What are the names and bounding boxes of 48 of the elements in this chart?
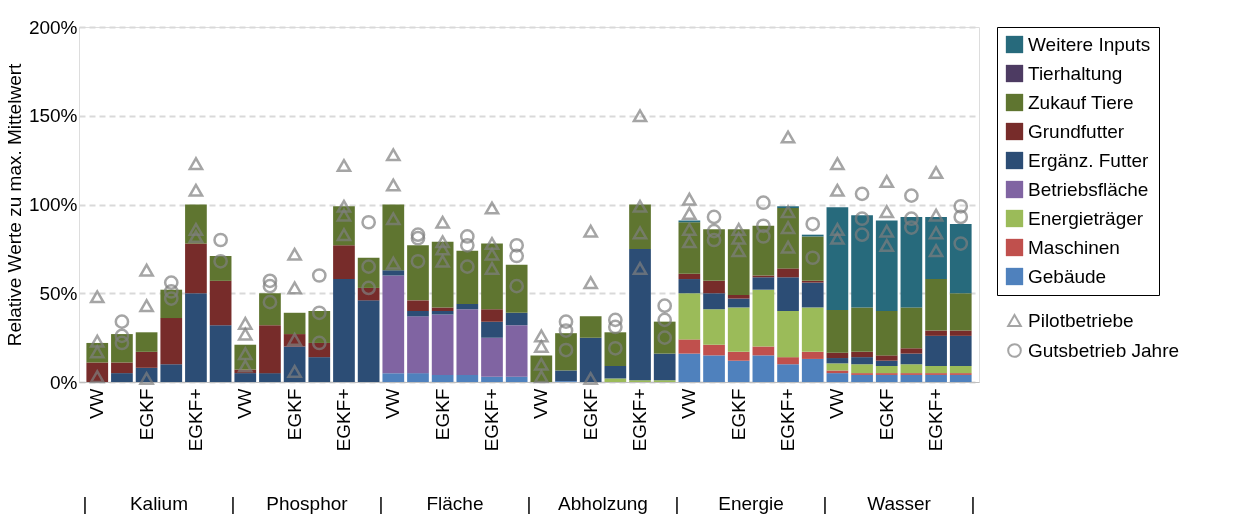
x-tick-label: VW: [382, 388, 404, 420]
y-tick-label: 200%: [28, 16, 78, 38]
x-tick-label: EGKF: [135, 388, 157, 441]
legend-label: Betriebsfläche: [1028, 178, 1149, 200]
legend-label: Maschinen: [1028, 236, 1120, 258]
legend-label: Weitere Inputs: [1028, 33, 1151, 55]
x-tick-label: VW: [530, 388, 552, 420]
x-tick-label: VW: [678, 388, 700, 420]
legend-label: Gebäude: [1028, 265, 1107, 287]
text: |: [674, 493, 680, 514]
text: Abholzung: [558, 493, 648, 514]
x-tick-label: EGKF+: [629, 388, 651, 452]
legend-label: Ergänz. Futter: [1028, 149, 1150, 171]
legend-label: Pilotbetriebe: [1028, 309, 1134, 331]
x-tick-label: EGKF: [431, 388, 453, 441]
x-tick-label: EGKF+: [925, 388, 947, 452]
text: |: [230, 493, 236, 514]
text: Fläche: [426, 493, 484, 514]
text: |: [378, 493, 384, 514]
x-tick-label: VW: [86, 388, 108, 420]
text: Phosphor: [266, 493, 349, 514]
legend-label: Gutsbetrieb Jahre: [1028, 339, 1180, 361]
x-tick-label: EGKF: [579, 388, 601, 441]
legend-label: Tierhaltung: [1028, 62, 1123, 84]
text: Wasser: [867, 493, 932, 514]
x-tick-label: EGKF: [875, 388, 897, 441]
text: |: [822, 493, 828, 514]
text: Kalium: [129, 493, 188, 514]
y-tick-label: 150%: [28, 105, 78, 127]
text: |: [82, 493, 88, 514]
text: |: [970, 493, 976, 514]
x-tick-label: VW: [826, 388, 848, 420]
x-tick-label: EGKF: [283, 388, 305, 441]
text: |: [526, 493, 532, 514]
y-tick-label: 0%: [50, 371, 78, 393]
x-tick-label: EGKF: [727, 388, 749, 441]
y-axis-title: Relative Werte zu max. Mittelwert: [3, 62, 25, 347]
y-tick-label: 100%: [28, 194, 78, 215]
legend-label: Zukauf Tiere: [1028, 91, 1134, 113]
text: Energie: [718, 493, 784, 514]
x-tick-label: EGKF+: [184, 388, 206, 452]
x-tick-label: VW: [234, 388, 256, 420]
legend-label: Grundfutter: [1028, 120, 1125, 142]
x-tick-label: EGKF+: [777, 388, 799, 452]
y-tick-label: 50%: [39, 282, 78, 304]
legend-label: Energieträger: [1028, 207, 1144, 229]
x-tick-label: EGKF+: [480, 388, 502, 452]
x-tick-label: EGKF+: [332, 388, 354, 452]
